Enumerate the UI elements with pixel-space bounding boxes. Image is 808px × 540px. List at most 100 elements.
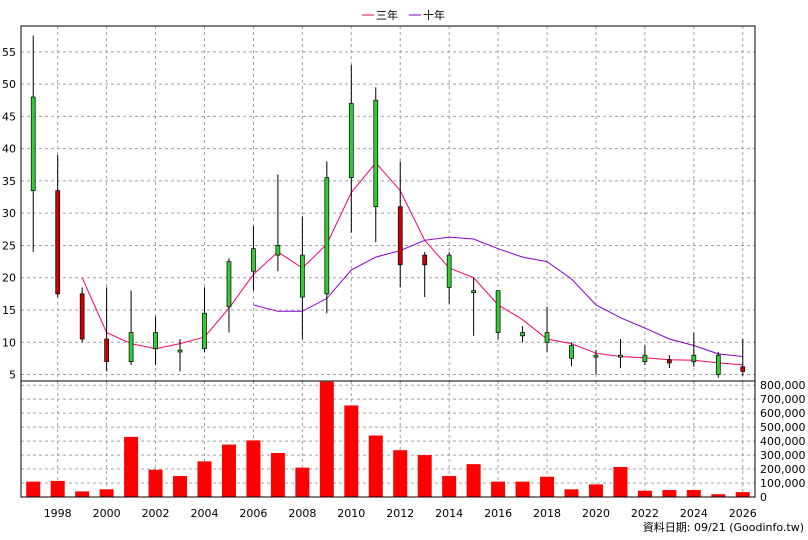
- price-panel: 5 10 15 20 25 30 35 40 45 50 55: [2, 25, 756, 382]
- volume-bar: [711, 494, 726, 497]
- x-tick-label: 2016: [484, 507, 512, 520]
- volume-tick-label: 500,000: [760, 421, 806, 434]
- candle-body: [202, 312, 207, 350]
- candle-body: [55, 190, 61, 295]
- price-tick-label: 55: [2, 46, 16, 59]
- volume-tick-label: 300,000: [760, 449, 806, 462]
- source-footer: 資料日期: 09/21 (Goodinfo.tw): [643, 520, 804, 534]
- price-tick-label: 10: [2, 336, 16, 349]
- x-tick-label: 2026: [729, 507, 757, 520]
- price-tick-label: 45: [2, 110, 16, 123]
- x-tick-label: 1998: [44, 507, 72, 520]
- volume-bar: [124, 436, 139, 497]
- volume-bar: [148, 469, 163, 497]
- volume-bar: [442, 476, 457, 497]
- candle-body: [251, 248, 256, 272]
- volume-bar: [466, 464, 481, 497]
- x-axis: 1998 2000 2002 2004 2006 2008 2010 2012 2014 2016…: [44, 507, 757, 520]
- volume-bar: [197, 461, 212, 497]
- volume-panel-frame: [20, 380, 756, 498]
- x-tick-label: 2010: [337, 507, 365, 520]
- volume-tick-label: 700,000: [760, 393, 806, 406]
- x-tick-label: 2022: [631, 507, 659, 520]
- volume-bar: [173, 476, 188, 497]
- price-tick-label: 5: [9, 369, 16, 382]
- volume-bar: [588, 484, 603, 497]
- volume-bar: [686, 490, 701, 497]
- volume-tick-label: 600,000: [760, 407, 806, 420]
- x-tick-label: 2020: [582, 507, 610, 520]
- volume-bars: [26, 381, 750, 497]
- volume-panel: 0100,000200,000300,000400,000500,000600,…: [20, 379, 806, 504]
- volume-bar: [393, 450, 408, 497]
- candle-body: [153, 332, 158, 350]
- volume-bar: [99, 489, 114, 497]
- volume-tick-label: 100,000: [760, 477, 806, 490]
- volume-bar: [540, 476, 555, 497]
- candle-body: [471, 290, 476, 293]
- volume-bar: [515, 481, 530, 497]
- volume-bar: [613, 466, 628, 497]
- candle-body: [520, 332, 525, 337]
- moving-average-lines: [81, 162, 743, 366]
- candle-body: [495, 290, 501, 333]
- price-tick-label: 50: [2, 78, 16, 91]
- x-tick-label: 2012: [386, 507, 414, 520]
- candle-body: [324, 177, 330, 295]
- x-tick-label: 2024: [680, 507, 708, 520]
- volume-bar: [50, 480, 65, 497]
- price-tick-label: 25: [2, 239, 16, 252]
- candle-body: [397, 206, 403, 266]
- price-tick-label: 15: [2, 304, 16, 317]
- candle-body: [740, 366, 746, 372]
- volume-bar: [417, 455, 432, 497]
- candle-body: [593, 354, 599, 358]
- candle-body: [348, 103, 354, 179]
- volume-bar: [26, 481, 41, 497]
- candlesticks: [30, 35, 746, 378]
- price-tick-label: 35: [2, 175, 16, 188]
- candle-body: [104, 338, 109, 362]
- candle-body: [79, 293, 85, 340]
- legend: 三年 十年: [362, 8, 445, 22]
- volume-bar: [662, 490, 677, 497]
- volume-tick-label: 400,000: [760, 435, 806, 448]
- volume-bar: [319, 381, 334, 497]
- volume-tick-label: 0: [760, 491, 767, 504]
- volume-bar: [75, 491, 90, 497]
- candle-body: [128, 332, 134, 362]
- candle-body: [373, 99, 379, 208]
- candle-body: [30, 96, 36, 191]
- candle-body: [715, 354, 721, 375]
- price-tick-label: 20: [2, 272, 16, 285]
- candle-body: [544, 332, 550, 343]
- volume-bar: [221, 444, 236, 497]
- legend-ma10-label: 十年: [423, 8, 445, 22]
- volume-bar: [344, 405, 359, 497]
- x-tick-label: 2014: [435, 507, 463, 520]
- ma10-line: [253, 236, 743, 357]
- volume-bar: [564, 489, 579, 497]
- candle-body: [691, 354, 697, 362]
- volume-bar: [246, 440, 261, 497]
- x-tick-label: 2002: [142, 507, 170, 520]
- candle-body: [618, 354, 623, 358]
- x-tick-label: 2000: [93, 507, 121, 520]
- volume-bar: [637, 490, 652, 497]
- price-tick-label: 40: [2, 143, 16, 156]
- candle-body: [446, 254, 452, 288]
- volume-bar: [295, 467, 310, 497]
- volume-bar: [368, 435, 383, 497]
- candle-body: [667, 359, 672, 364]
- x-tick-label: 2006: [239, 507, 267, 520]
- candle-body: [569, 345, 574, 359]
- volume-bar: [270, 452, 285, 497]
- volume-bar: [491, 481, 506, 497]
- candle-body: [177, 349, 183, 353]
- volume-tick-label: 800,000: [760, 379, 806, 392]
- candle-body: [422, 254, 428, 266]
- candle-body: [300, 254, 305, 298]
- price-tick-label: 30: [2, 207, 16, 220]
- x-tick-label: 2018: [533, 507, 561, 520]
- volume-tick-label: 200,000: [760, 463, 806, 476]
